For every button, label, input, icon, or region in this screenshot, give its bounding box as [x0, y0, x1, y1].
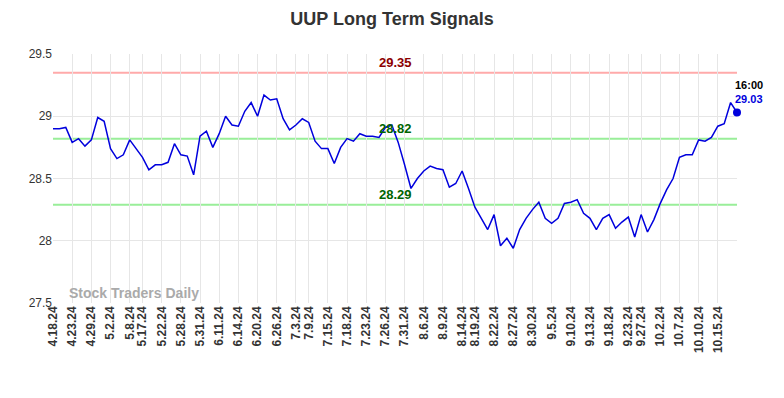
svg-text:5.28.24: 5.28.24 — [174, 306, 188, 346]
svg-text:5.31.24: 5.31.24 — [193, 306, 207, 346]
svg-text:8.14.24: 8.14.24 — [455, 306, 469, 346]
svg-text:28.5: 28.5 — [29, 172, 53, 186]
svg-text:29.03: 29.03 — [735, 93, 763, 105]
svg-text:8.30.24: 8.30.24 — [525, 306, 539, 346]
svg-text:7.26.24: 7.26.24 — [378, 306, 392, 346]
svg-text:10.7.24: 10.7.24 — [672, 306, 686, 346]
svg-text:6.14.24: 6.14.24 — [231, 306, 245, 346]
svg-text:6.26.24: 6.26.24 — [270, 306, 284, 346]
svg-text:7.23.24: 7.23.24 — [359, 306, 373, 346]
svg-text:8.6.24: 8.6.24 — [417, 306, 431, 340]
svg-text:28: 28 — [39, 234, 53, 248]
svg-text:7.31.24: 7.31.24 — [397, 306, 411, 346]
svg-text:6.20.24: 6.20.24 — [250, 306, 264, 346]
svg-text:9.13.24: 9.13.24 — [583, 306, 597, 346]
svg-text:10.10.24: 10.10.24 — [692, 306, 706, 353]
svg-text:8.9.24: 8.9.24 — [436, 306, 450, 340]
svg-text:28.29: 28.29 — [379, 187, 412, 202]
svg-text:Stock Traders Daily: Stock Traders Daily — [69, 285, 199, 301]
svg-text:6.11.24: 6.11.24 — [212, 306, 226, 346]
svg-text:7.18.24: 7.18.24 — [340, 306, 354, 346]
svg-text:9.27.24: 9.27.24 — [634, 306, 648, 346]
svg-text:9.23.24: 9.23.24 — [621, 306, 635, 346]
svg-text:7.9.24: 7.9.24 — [302, 306, 316, 340]
svg-text:8.19.24: 8.19.24 — [468, 306, 482, 346]
svg-text:10.15.24: 10.15.24 — [711, 306, 725, 353]
svg-text:29.35: 29.35 — [379, 55, 412, 70]
svg-text:4.18.24: 4.18.24 — [46, 306, 60, 346]
svg-text:10.2.24: 10.2.24 — [653, 306, 667, 346]
svg-text:9.18.24: 9.18.24 — [602, 306, 616, 346]
svg-text:UUP Long Term Signals: UUP Long Term Signals — [290, 9, 493, 29]
svg-text:16:00: 16:00 — [735, 79, 763, 91]
svg-text:4.23.24: 4.23.24 — [65, 306, 79, 346]
svg-text:29.5: 29.5 — [29, 47, 53, 61]
svg-text:27.5: 27.5 — [29, 296, 53, 310]
svg-text:5.2.24: 5.2.24 — [103, 306, 117, 340]
svg-text:7.15.24: 7.15.24 — [321, 306, 335, 346]
svg-text:4.29.24: 4.29.24 — [84, 306, 98, 346]
svg-text:5.8.24: 5.8.24 — [123, 306, 137, 340]
svg-text:5.22.24: 5.22.24 — [155, 306, 169, 346]
svg-text:8.27.24: 8.27.24 — [506, 306, 520, 346]
svg-text:28.82: 28.82 — [379, 121, 412, 136]
svg-text:29: 29 — [39, 109, 53, 123]
svg-text:9.10.24: 9.10.24 — [564, 306, 578, 346]
svg-text:8.22.24: 8.22.24 — [487, 306, 501, 346]
svg-text:7.3.24: 7.3.24 — [289, 306, 303, 340]
svg-text:9.5.24: 9.5.24 — [545, 306, 559, 340]
svg-text:5.17.24: 5.17.24 — [135, 306, 149, 346]
